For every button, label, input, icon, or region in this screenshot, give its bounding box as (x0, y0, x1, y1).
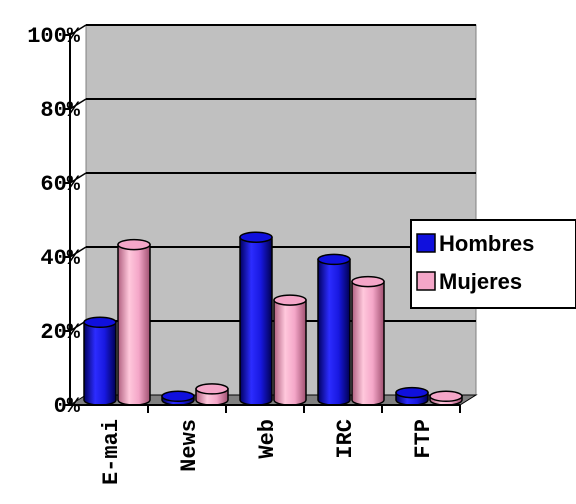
bar-hombres-web (239, 231, 273, 406)
gridline-diagonal (69, 24, 87, 36)
bar-body (317, 258, 351, 406)
bar-body (117, 243, 151, 406)
y-tick-label: 80% (40, 98, 80, 123)
gridline-diagonal (69, 246, 87, 258)
y-tick-label: 60% (40, 172, 80, 197)
y-tick-label: 20% (40, 320, 80, 345)
bar-mujeres-irc (351, 275, 385, 406)
gridline-diagonal (69, 98, 87, 110)
bar-hombres-ftp (395, 386, 429, 406)
bar-top (239, 231, 273, 243)
bar-hombres-irc (317, 253, 351, 406)
bar-body (239, 236, 273, 406)
legend: Hombres Mujeres (410, 219, 576, 309)
bar-top (273, 294, 307, 306)
bar-hombres-news (161, 390, 195, 406)
x-tick-label: FTP (411, 419, 436, 459)
legend-label-mujeres: Mujeres (439, 269, 522, 294)
legend-label-hombres: Hombres (439, 231, 534, 256)
gridline-diagonal (69, 172, 87, 184)
bar-mujeres-e-mai (117, 238, 151, 406)
bar-body (273, 299, 307, 406)
bar-top (317, 253, 351, 266)
legend-box (410, 219, 576, 309)
x-tick-label: IRC (333, 419, 358, 459)
bar-top (351, 275, 385, 288)
bar-top (395, 386, 429, 399)
bar-top (195, 383, 229, 395)
bar-top (83, 316, 117, 329)
bar-mujeres-ftp (429, 390, 463, 406)
bar-top (161, 390, 195, 403)
y-tick-label: 0% (54, 394, 81, 419)
x-tick-label: Web (255, 419, 280, 459)
x-tick-label: E-mai (99, 419, 124, 485)
bar-top (429, 390, 463, 403)
x-tick-label: News (177, 419, 202, 472)
y-tick-label: 100% (27, 24, 81, 49)
legend-swatch-mujeres (416, 271, 436, 291)
bar-mujeres-web (273, 294, 307, 406)
bar-mujeres-news (195, 383, 229, 406)
axes: 0% 20% 40% 60% 80% 100% E-mai News Web IRC FTP (27, 24, 461, 485)
bar-hombres-e-mai (83, 316, 117, 406)
legend-swatch-hombres (416, 233, 436, 253)
bars (83, 231, 463, 406)
bar-top (117, 238, 151, 251)
bar-body (351, 280, 385, 406)
y-tick-label: 40% (40, 246, 80, 271)
bar-body (83, 321, 117, 406)
